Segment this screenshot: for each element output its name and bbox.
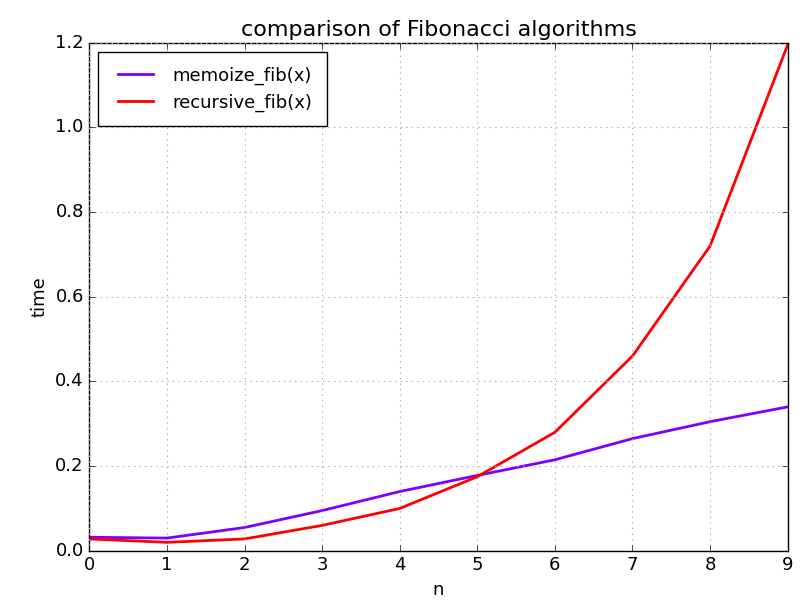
recursive_fib(x) — [162, 539, 172, 546]
memoize_fib(x) — [782, 403, 792, 411]
Legend: memoize_fib(x), recursive_fib(x): memoize_fib(x), recursive_fib(x) — [98, 52, 326, 126]
recursive_fib(x) — [239, 536, 249, 543]
memoize_fib(x) — [162, 534, 172, 542]
Y-axis label: time: time — [30, 277, 48, 317]
memoize_fib(x) — [394, 488, 404, 495]
memoize_fib(x) — [472, 472, 482, 479]
Title: comparison of Fibonacci algorithms: comparison of Fibonacci algorithms — [240, 20, 636, 40]
memoize_fib(x) — [704, 418, 714, 425]
memoize_fib(x) — [84, 534, 94, 541]
recursive_fib(x) — [394, 505, 404, 512]
recursive_fib(x) — [704, 242, 714, 250]
recursive_fib(x) — [627, 353, 637, 360]
recursive_fib(x) — [782, 41, 792, 48]
recursive_fib(x) — [84, 536, 94, 543]
memoize_fib(x) — [549, 456, 559, 463]
memoize_fib(x) — [627, 435, 637, 442]
recursive_fib(x) — [472, 473, 482, 480]
memoize_fib(x) — [317, 507, 327, 514]
memoize_fib(x) — [239, 524, 249, 531]
recursive_fib(x) — [549, 428, 559, 436]
Line: memoize_fib(x): memoize_fib(x) — [89, 407, 787, 538]
Line: recursive_fib(x): recursive_fib(x) — [89, 45, 787, 542]
X-axis label: n: n — [432, 581, 444, 599]
recursive_fib(x) — [317, 521, 327, 529]
